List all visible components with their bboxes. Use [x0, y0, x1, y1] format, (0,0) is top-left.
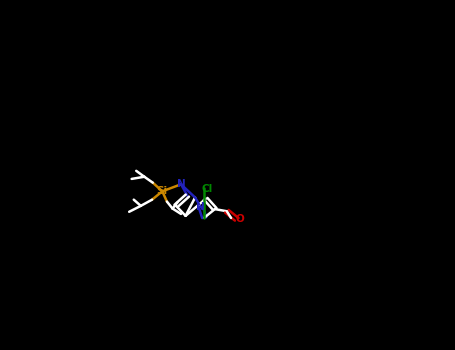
Text: O: O [235, 214, 244, 224]
Text: N: N [197, 202, 205, 212]
Text: Si: Si [157, 186, 168, 196]
Text: N: N [177, 179, 185, 189]
Text: Cl: Cl [202, 184, 213, 194]
